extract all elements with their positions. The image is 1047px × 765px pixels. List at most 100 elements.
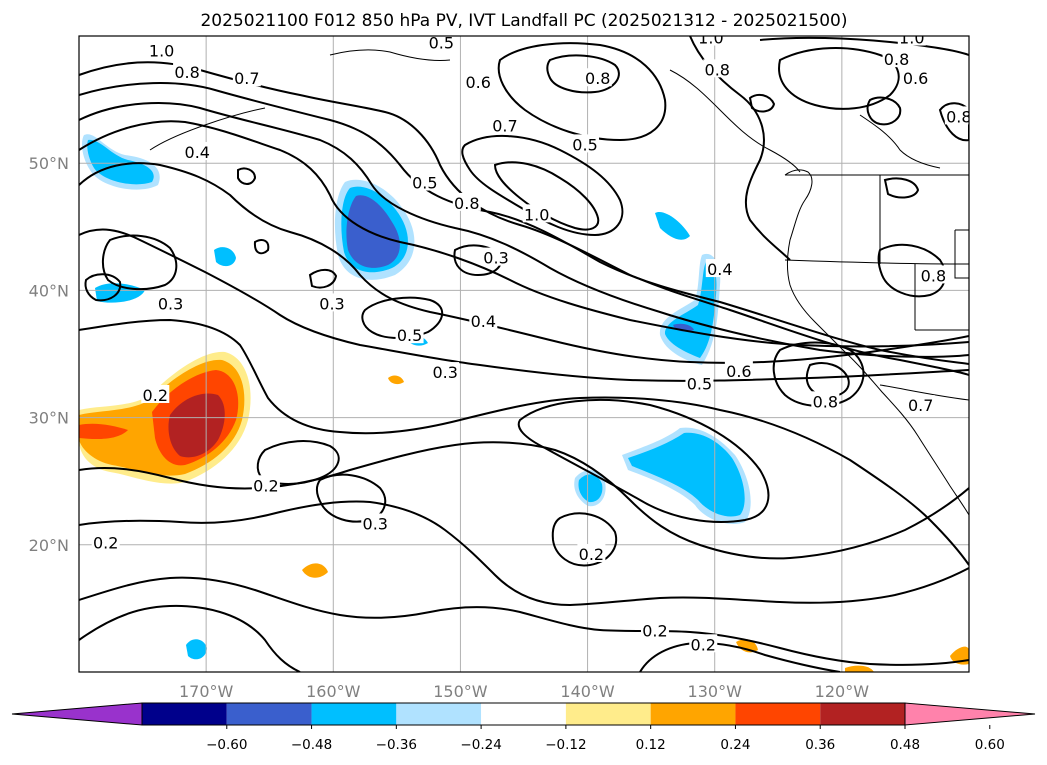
contour-label-text: 0.7 bbox=[234, 69, 259, 88]
contour-label-text: 0.2 bbox=[691, 635, 716, 654]
lat-tick-label: 30°N bbox=[29, 409, 69, 428]
contour-label: 0.8 bbox=[703, 59, 732, 79]
contour-label: 1.0 bbox=[897, 29, 926, 48]
contour-label-text: 0.6 bbox=[903, 69, 928, 88]
colorbar-segment bbox=[820, 703, 905, 725]
contour-label-text: 0.8 bbox=[174, 63, 199, 82]
contour-label-text: 0.5 bbox=[397, 326, 422, 345]
contour-label-text: 0.5 bbox=[429, 34, 454, 53]
contour-label-text: 1.0 bbox=[149, 41, 174, 60]
contour-label: 0.8 bbox=[944, 106, 969, 126]
colorbar-segment bbox=[226, 703, 312, 725]
colorbar-tick-label: 0.24 bbox=[720, 737, 750, 753]
colorbar-extend-high bbox=[904, 702, 1036, 726]
contour-label: 0.5 bbox=[395, 325, 424, 345]
colorbar-tick-label: −0.48 bbox=[291, 737, 332, 753]
contour-label: 0.2 bbox=[91, 532, 120, 553]
contour-label: 0.6 bbox=[724, 360, 753, 381]
colorbar-tick-label: 0.60 bbox=[975, 737, 1005, 753]
colorbar-segment bbox=[142, 703, 227, 725]
contour-label: 0.3 bbox=[482, 247, 511, 268]
colorbar-tick-label: −0.24 bbox=[460, 737, 501, 753]
contour-label-text: 0.5 bbox=[572, 135, 597, 154]
contour-label: 0.3 bbox=[361, 513, 390, 533]
lon-tick-label: 160°W bbox=[306, 682, 361, 701]
colorbar-segment bbox=[735, 703, 821, 725]
contour-label-text: 0.3 bbox=[158, 294, 183, 313]
contour-label: 0.4 bbox=[705, 259, 734, 279]
pv-contours bbox=[79, 36, 969, 672]
colorbar-segment bbox=[481, 703, 566, 725]
colorbar-frame bbox=[141, 702, 906, 726]
contour-label: 0.7 bbox=[490, 115, 519, 135]
colorbar-tick-label: −0.12 bbox=[545, 737, 586, 753]
contour-label: 0.4 bbox=[469, 311, 498, 331]
contour-label: 0.2 bbox=[251, 475, 280, 495]
colorbar-segment bbox=[311, 703, 397, 725]
lat-tick-label: 40°N bbox=[29, 281, 69, 300]
contour-label: 0.2 bbox=[689, 634, 718, 654]
contour-label-text: 0.3 bbox=[432, 363, 457, 382]
contour-label-text: 0.7 bbox=[492, 116, 517, 135]
colorbar-tick-label: −0.60 bbox=[206, 737, 247, 753]
contour-label: 0.6 bbox=[464, 72, 493, 92]
contour-label-text: 0.5 bbox=[412, 174, 437, 193]
contour-label-text: 0.8 bbox=[705, 60, 730, 79]
latitude-tick-labels: 20°N 30°N 40°N 50°N bbox=[29, 154, 69, 555]
contour-label-text: 1.0 bbox=[698, 29, 723, 48]
contour-label: 1.0 bbox=[522, 204, 551, 224]
contour-label: 0.3 bbox=[318, 293, 347, 313]
contour-label: 0.8 bbox=[583, 68, 612, 88]
figure-title: 2025021100 F012 850 hPa PV, IVT Landfall… bbox=[200, 11, 847, 31]
contour-label-text: 1.0 bbox=[899, 29, 924, 48]
contour-label: 0.6 bbox=[901, 68, 930, 88]
lon-tick-label: 150°W bbox=[433, 682, 488, 701]
contour-label: 0.2 bbox=[577, 543, 606, 564]
colorbar-segment bbox=[650, 703, 736, 725]
contour-label-text: 0.3 bbox=[319, 294, 344, 313]
contour-label: 1.0 bbox=[147, 40, 176, 60]
contour-label: 0.5 bbox=[410, 172, 439, 193]
colorbar: −0.60 −0.48 −0.36 −0.24 −0.12 0.12 0.24 0.36 0.4… bbox=[11, 702, 1036, 753]
coastlines bbox=[149, 49, 969, 516]
contour-label: 0.3 bbox=[156, 293, 185, 313]
contour-label-text: 1.0 bbox=[524, 205, 549, 224]
colorbar-tick-label: 0.12 bbox=[636, 737, 666, 753]
longitude-tick-labels: 170°W 160°W 150°W 140°W 130°W 120°W bbox=[179, 682, 869, 701]
contour-label-text: 0.2 bbox=[93, 534, 118, 553]
contour-label-text: 0.4 bbox=[707, 260, 732, 279]
contour-label-text: 0.2 bbox=[579, 545, 604, 564]
contour-label-text: 0.8 bbox=[884, 50, 909, 69]
contour-label-text: 0.3 bbox=[363, 514, 388, 533]
contour-label: 0.5 bbox=[685, 373, 714, 394]
contour-label: 0.8 bbox=[173, 61, 202, 82]
contour-label: 0.3 bbox=[431, 362, 460, 382]
colorbar-tick-label: 0.48 bbox=[890, 737, 920, 753]
lat-tick-label: 20°N bbox=[29, 536, 69, 555]
contour-label: 0.8 bbox=[452, 192, 481, 213]
contour-label: 1.0 bbox=[696, 29, 725, 48]
lon-tick-label: 170°W bbox=[179, 682, 234, 701]
contour-label: 0.8 bbox=[919, 265, 948, 285]
contour-label: 0.5 bbox=[571, 134, 600, 154]
lon-tick-label: 120°W bbox=[815, 682, 870, 701]
contour-label-text: 0.8 bbox=[585, 69, 610, 88]
contour-label-text: 0.2 bbox=[143, 386, 168, 405]
contour-label: 0.2 bbox=[640, 620, 669, 640]
contour-label-text: 0.2 bbox=[642, 621, 667, 640]
contour-labels: 1.00.8 0.70.50.60.70.50.81.00.81.00.80.60… bbox=[91, 29, 969, 654]
contour-label: 0.7 bbox=[906, 395, 935, 415]
contour-label-text: 0.4 bbox=[471, 312, 496, 331]
contour-label-text: 0.5 bbox=[687, 375, 712, 394]
contour-label: 0.5 bbox=[427, 34, 456, 53]
contour-label: 0.4 bbox=[183, 142, 212, 162]
colorbar-segment bbox=[396, 703, 482, 725]
lat-tick-label: 50°N bbox=[29, 154, 69, 173]
lon-tick-label: 130°W bbox=[688, 682, 743, 701]
contour-label-text: 0.8 bbox=[921, 266, 946, 285]
map-area: 1.00.8 0.70.50.60.70.50.81.00.81.00.80.60… bbox=[79, 29, 969, 672]
map-frame bbox=[78, 35, 970, 673]
colorbar-segment bbox=[565, 703, 651, 725]
contour-label-text: 0.4 bbox=[185, 143, 210, 162]
